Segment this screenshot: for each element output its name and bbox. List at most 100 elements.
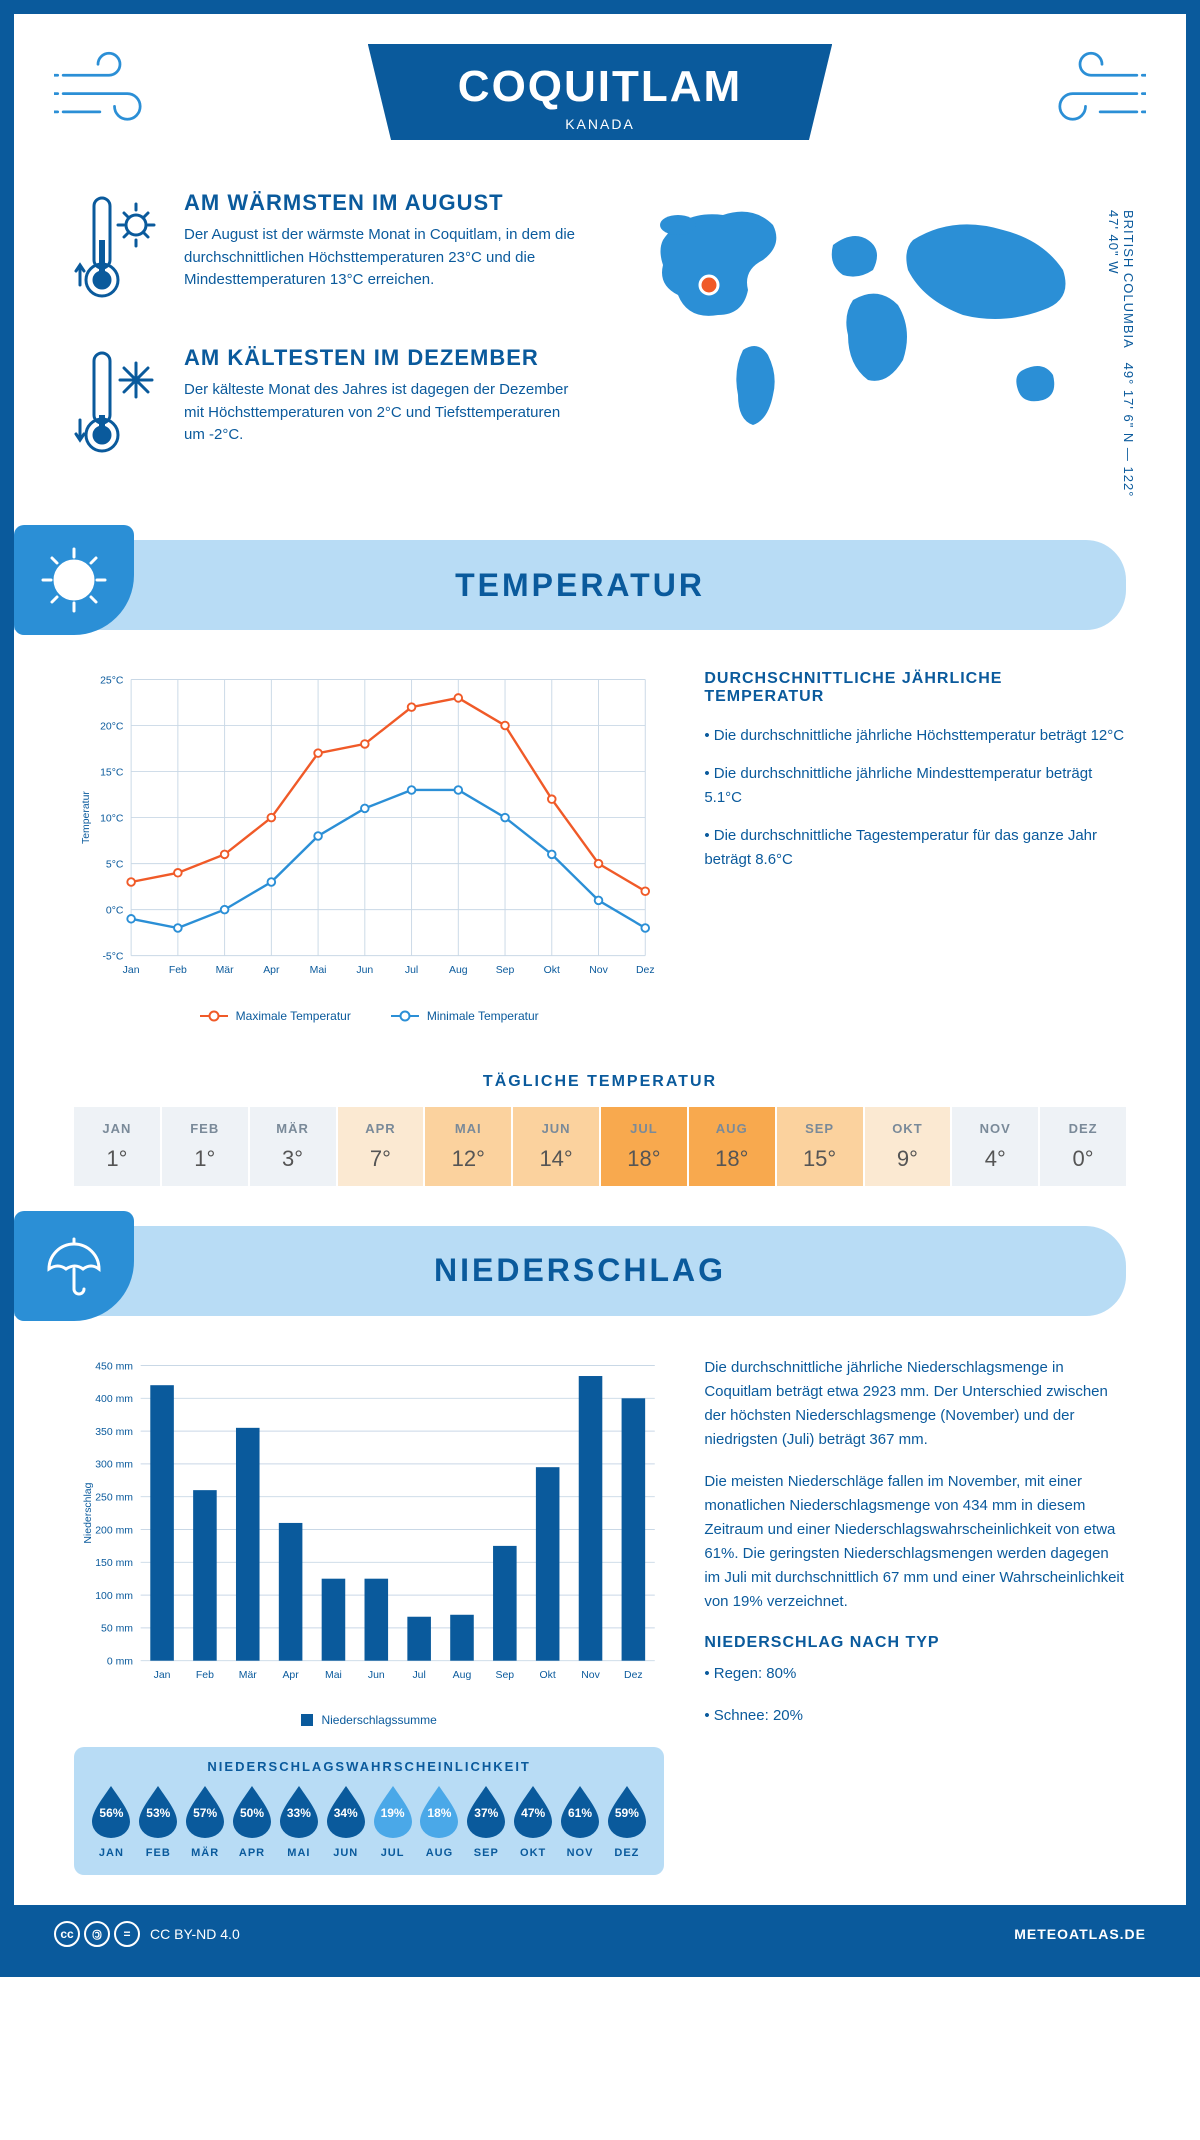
svg-text:400 mm: 400 mm bbox=[95, 1394, 133, 1405]
precip-prob-drop: 34%JUN bbox=[324, 1784, 367, 1859]
svg-text:10°C: 10°C bbox=[100, 813, 124, 824]
header: COQUITLAM KANADA bbox=[14, 14, 1186, 160]
precip-type-bullet: • Schnee: 20% bbox=[704, 1704, 1126, 1728]
svg-text:Dez: Dez bbox=[636, 965, 655, 976]
precipitation-chart: 0 mm50 mm100 mm150 mm200 mm250 mm300 mm3… bbox=[74, 1356, 664, 1699]
city-title: COQUITLAM bbox=[458, 62, 742, 112]
daily-temp-grid: JAN1°FEB1°MÄR3°APR7°MAI12°JUN14°JUL18°AU… bbox=[74, 1107, 1126, 1186]
svg-text:Okt: Okt bbox=[540, 1670, 556, 1681]
svg-text:Apr: Apr bbox=[263, 965, 280, 976]
precip-prob-drop: 53%FEB bbox=[137, 1784, 180, 1859]
country-subtitle: KANADA bbox=[458, 116, 742, 132]
world-map bbox=[620, 190, 1126, 450]
svg-text:Mär: Mär bbox=[239, 1670, 258, 1681]
precip-probability-box: NIEDERSCHLAGSWAHRSCHEINLICHKEIT 56%JAN53… bbox=[74, 1747, 664, 1875]
thermometer-cold-icon bbox=[74, 345, 164, 465]
daily-temp-cell: JUL18° bbox=[601, 1107, 687, 1186]
temperature-chart: -5°C 0°C 5°C 10°C 15°C 20°C 25°C Jan Feb Mär Apr Ma… bbox=[74, 670, 664, 1023]
precip-legend: Niederschlagssumme bbox=[74, 1713, 664, 1727]
avg-temp-title: DURCHSCHNITTLICHE JÄHRLICHE TEMPERATUR bbox=[704, 670, 1126, 706]
precip-type-title: NIEDERSCHLAG NACH TYP bbox=[704, 1634, 1126, 1652]
svg-text:Sep: Sep bbox=[496, 965, 515, 976]
svg-text:Jul: Jul bbox=[405, 965, 418, 976]
svg-text:Aug: Aug bbox=[453, 1670, 472, 1681]
precip-prob-drop: 47%OKT bbox=[512, 1784, 555, 1859]
svg-text:Mai: Mai bbox=[325, 1670, 342, 1681]
daily-temp-cell: NOV4° bbox=[952, 1107, 1038, 1186]
avg-temp-bullet: • Die durchschnittliche jährliche Höchst… bbox=[704, 724, 1126, 748]
svg-text:Nov: Nov bbox=[589, 965, 608, 976]
svg-text:Jul: Jul bbox=[412, 1670, 425, 1681]
svg-text:450 mm: 450 mm bbox=[95, 1361, 133, 1372]
svg-text:200 mm: 200 mm bbox=[95, 1525, 133, 1536]
svg-text:250 mm: 250 mm bbox=[95, 1492, 133, 1503]
precip-prob-drop: 56%JAN bbox=[90, 1784, 133, 1859]
precip-prob-drop: 18%AUG bbox=[418, 1784, 461, 1859]
precip-prob-drop: 50%APR bbox=[231, 1784, 274, 1859]
svg-text:25°C: 25°C bbox=[100, 675, 124, 686]
license-text: CC BY-ND 4.0 bbox=[150, 1926, 240, 1942]
wind-icon bbox=[1036, 44, 1146, 134]
svg-text:Jun: Jun bbox=[356, 965, 373, 976]
section-header-temperature: TEMPERATUR bbox=[14, 540, 1126, 630]
fact-cold-text: Der kälteste Monat des Jahres ist dagege… bbox=[184, 379, 580, 447]
svg-text:-5°C: -5°C bbox=[102, 951, 123, 962]
svg-text:Mai: Mai bbox=[310, 965, 327, 976]
svg-text:Dez: Dez bbox=[624, 1670, 643, 1681]
daily-temp-cell: JAN1° bbox=[74, 1107, 160, 1186]
temperature-legend: Maximale Temperatur Minimale Temperatur bbox=[74, 1009, 664, 1023]
fact-hot-title: AM WÄRMSTEN IM AUGUST bbox=[184, 190, 580, 216]
precip-prob-drop: 57%MÄR bbox=[184, 1784, 227, 1859]
precip-prob-drop: 33%MAI bbox=[277, 1784, 320, 1859]
precip-text: Die durchschnittliche jährliche Niedersc… bbox=[704, 1356, 1126, 1452]
svg-text:Okt: Okt bbox=[544, 965, 560, 976]
wind-icon bbox=[54, 44, 164, 134]
title-banner: COQUITLAM KANADA bbox=[368, 44, 832, 140]
precip-type-bullet: • Regen: 80% bbox=[704, 1662, 1126, 1686]
svg-text:100 mm: 100 mm bbox=[95, 1591, 133, 1602]
precip-prob-drop: 61%NOV bbox=[559, 1784, 602, 1859]
umbrella-icon bbox=[39, 1231, 109, 1301]
fact-hot: AM WÄRMSTEN IM AUGUST Der August ist der… bbox=[74, 190, 580, 315]
svg-text:Feb: Feb bbox=[196, 1670, 214, 1681]
fact-cold: AM KÄLTESTEN IM DEZEMBER Der kälteste Mo… bbox=[74, 345, 580, 470]
avg-temp-bullet: • Die durchschnittliche Tagestemperatur … bbox=[704, 824, 1126, 872]
svg-text:Mär: Mär bbox=[216, 965, 235, 976]
daily-temp-cell: APR7° bbox=[338, 1107, 424, 1186]
svg-text:5°C: 5°C bbox=[106, 859, 124, 870]
thermometer-hot-icon bbox=[74, 190, 164, 310]
section-title: NIEDERSCHLAG bbox=[134, 1252, 1126, 1289]
fact-cold-title: AM KÄLTESTEN IM DEZEMBER bbox=[184, 345, 580, 371]
svg-text:0 mm: 0 mm bbox=[107, 1656, 133, 1667]
svg-text:20°C: 20°C bbox=[100, 721, 124, 732]
svg-text:Sep: Sep bbox=[496, 1670, 515, 1681]
svg-text:0°C: 0°C bbox=[106, 905, 124, 916]
daily-temp-cell: MÄR3° bbox=[250, 1107, 336, 1186]
svg-text:Jan: Jan bbox=[123, 965, 140, 976]
daily-temp-cell: DEZ0° bbox=[1040, 1107, 1126, 1186]
svg-text:Jan: Jan bbox=[154, 1670, 171, 1681]
precip-text: Die meisten Niederschläge fallen im Nove… bbox=[704, 1470, 1126, 1614]
precip-prob-drop: 59%DEZ bbox=[605, 1784, 648, 1859]
section-title: TEMPERATUR bbox=[134, 567, 1126, 604]
footer: cc 🄯 = CC BY-ND 4.0 METEOATLAS.DE bbox=[14, 1905, 1186, 1963]
site-name: METEOATLAS.DE bbox=[1014, 1926, 1146, 1942]
avg-temp-bullet: • Die durchschnittliche jährliche Mindes… bbox=[704, 762, 1126, 810]
svg-text:15°C: 15°C bbox=[100, 767, 124, 778]
svg-text:Niederschlag: Niederschlag bbox=[83, 1482, 94, 1543]
daily-temp-cell: MAI12° bbox=[425, 1107, 511, 1186]
svg-text:Feb: Feb bbox=[169, 965, 187, 976]
svg-text:150 mm: 150 mm bbox=[95, 1558, 133, 1569]
svg-text:Apr: Apr bbox=[282, 1670, 299, 1681]
daily-temp-cell: FEB1° bbox=[162, 1107, 248, 1186]
precip-prob-drop: 19%JUL bbox=[371, 1784, 414, 1859]
svg-text:Nov: Nov bbox=[581, 1670, 600, 1681]
svg-text:Temperatur: Temperatur bbox=[81, 791, 92, 844]
section-header-precip: NIEDERSCHLAG bbox=[14, 1226, 1126, 1316]
daily-temp-cell: SEP15° bbox=[777, 1107, 863, 1186]
svg-text:50 mm: 50 mm bbox=[101, 1623, 133, 1634]
cc-icons: cc 🄯 = bbox=[54, 1921, 140, 1947]
coordinates: BRITISH COLUMBIA 49° 17' 6" N — 122° 47'… bbox=[1106, 210, 1136, 500]
daily-temp-cell: OKT9° bbox=[865, 1107, 951, 1186]
sun-icon bbox=[39, 545, 109, 615]
